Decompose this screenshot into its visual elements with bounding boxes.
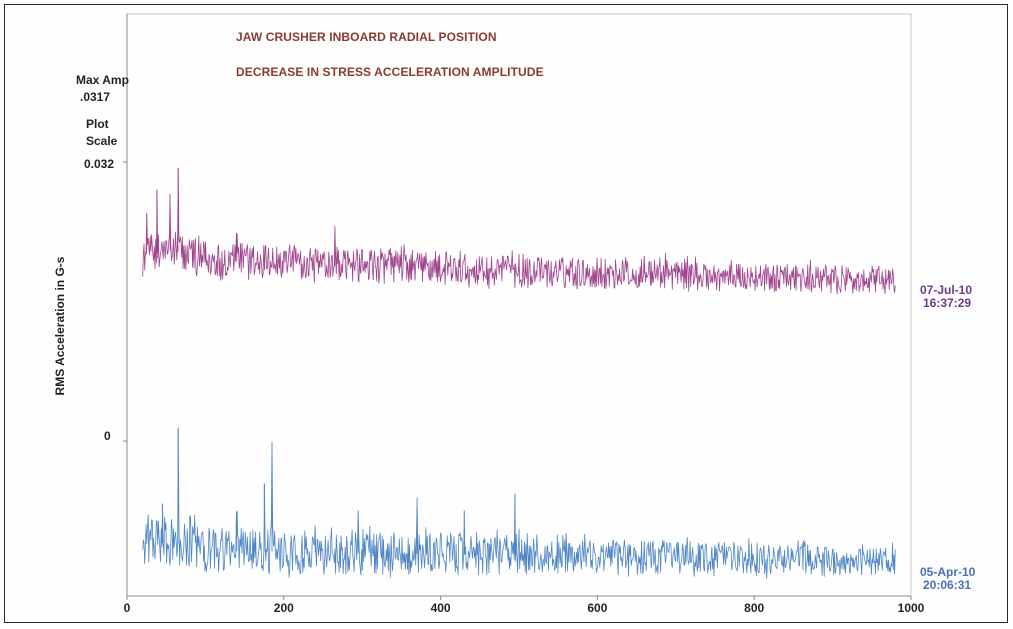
series-top-time: 16:37:29	[923, 296, 972, 310]
x-tick-label-1000: 1000	[898, 601, 925, 615]
scale-zero-value: 0	[104, 429, 111, 443]
y-axis-label: RMS Acceleration in G-s	[53, 256, 67, 396]
series-bottom-date: 05-Apr-10	[920, 565, 976, 579]
chart-title: JAW CRUSHER INBOARD RADIAL POSITION	[236, 30, 497, 44]
scale-top-value: 0.032	[84, 157, 115, 171]
x-ticks: 0 200 400 600 800 1000	[124, 596, 925, 615]
plot-scale-label-line1: Plot	[86, 117, 109, 131]
x-tick-label-0: 0	[124, 601, 131, 615]
series-line-07-jul-10	[142, 167, 896, 295]
x-tick-label-400: 400	[431, 601, 451, 615]
max-amp-label: Max Amp	[76, 73, 129, 87]
series-top-date: 07-Jul-10	[920, 283, 973, 297]
x-tick-label-600: 600	[587, 601, 607, 615]
plot-area-border	[126, 13, 912, 597]
series-group	[123, 161, 896, 579]
series-line-05-apr-10	[142, 427, 896, 579]
max-amp-value: .0317	[80, 90, 111, 104]
x-tick-label-800: 800	[744, 601, 764, 615]
plot-scale-label-line2: Scale	[86, 134, 118, 148]
chart-subtitle: DECREASE IN STRESS ACCELERATION AMPLITUD…	[236, 65, 544, 79]
x-tick-label-200: 200	[274, 601, 294, 615]
series-bottom-time: 20:06:31	[923, 578, 972, 592]
